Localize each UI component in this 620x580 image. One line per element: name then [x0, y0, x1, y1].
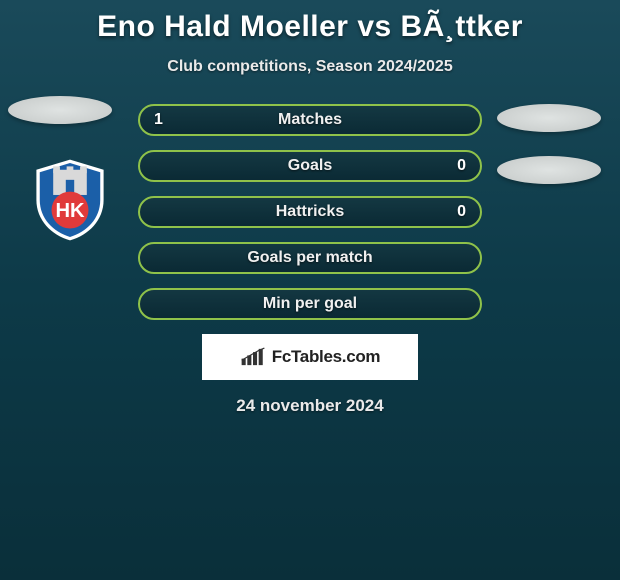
- stat-row: Min per goal: [138, 288, 482, 320]
- team-badge-left: HK: [28, 158, 112, 242]
- stats-container: Matches1Goals0Hattricks0Goals per matchM…: [138, 104, 482, 320]
- stat-value-left: 1: [154, 111, 163, 129]
- stat-value-right: 0: [457, 203, 466, 221]
- stat-label: Matches: [140, 111, 480, 129]
- page-subtitle: Club competitions, Season 2024/2025: [0, 58, 620, 76]
- stat-row: Hattricks0: [138, 196, 482, 228]
- stat-value-right: 0: [457, 157, 466, 175]
- stat-row: Goals per match: [138, 242, 482, 274]
- date-label: 24 november 2024: [0, 396, 620, 416]
- stat-label: Hattricks: [140, 203, 480, 221]
- player-left-placeholder-ellipse: [8, 96, 112, 124]
- stat-row: Goals0: [138, 150, 482, 182]
- content-area: HK Matches1Goals0Hattricks0Goals per mat…: [0, 104, 620, 416]
- watermark: FcTables.com: [202, 334, 418, 380]
- stat-row: Matches1: [138, 104, 482, 136]
- stat-label: Goals: [140, 157, 480, 175]
- bar-chart-icon: [240, 346, 266, 368]
- page-title: Eno Hald Moeller vs BÃ¸ttker: [0, 0, 620, 44]
- watermark-text: FcTables.com: [272, 347, 381, 367]
- player-right-placeholder-ellipse-1: [497, 104, 601, 132]
- shield-icon: HK: [28, 158, 112, 242]
- stat-label: Goals per match: [140, 249, 480, 267]
- player-right-placeholder-ellipse-2: [497, 156, 601, 184]
- stat-label: Min per goal: [140, 295, 480, 313]
- svg-text:HK: HK: [55, 200, 85, 222]
